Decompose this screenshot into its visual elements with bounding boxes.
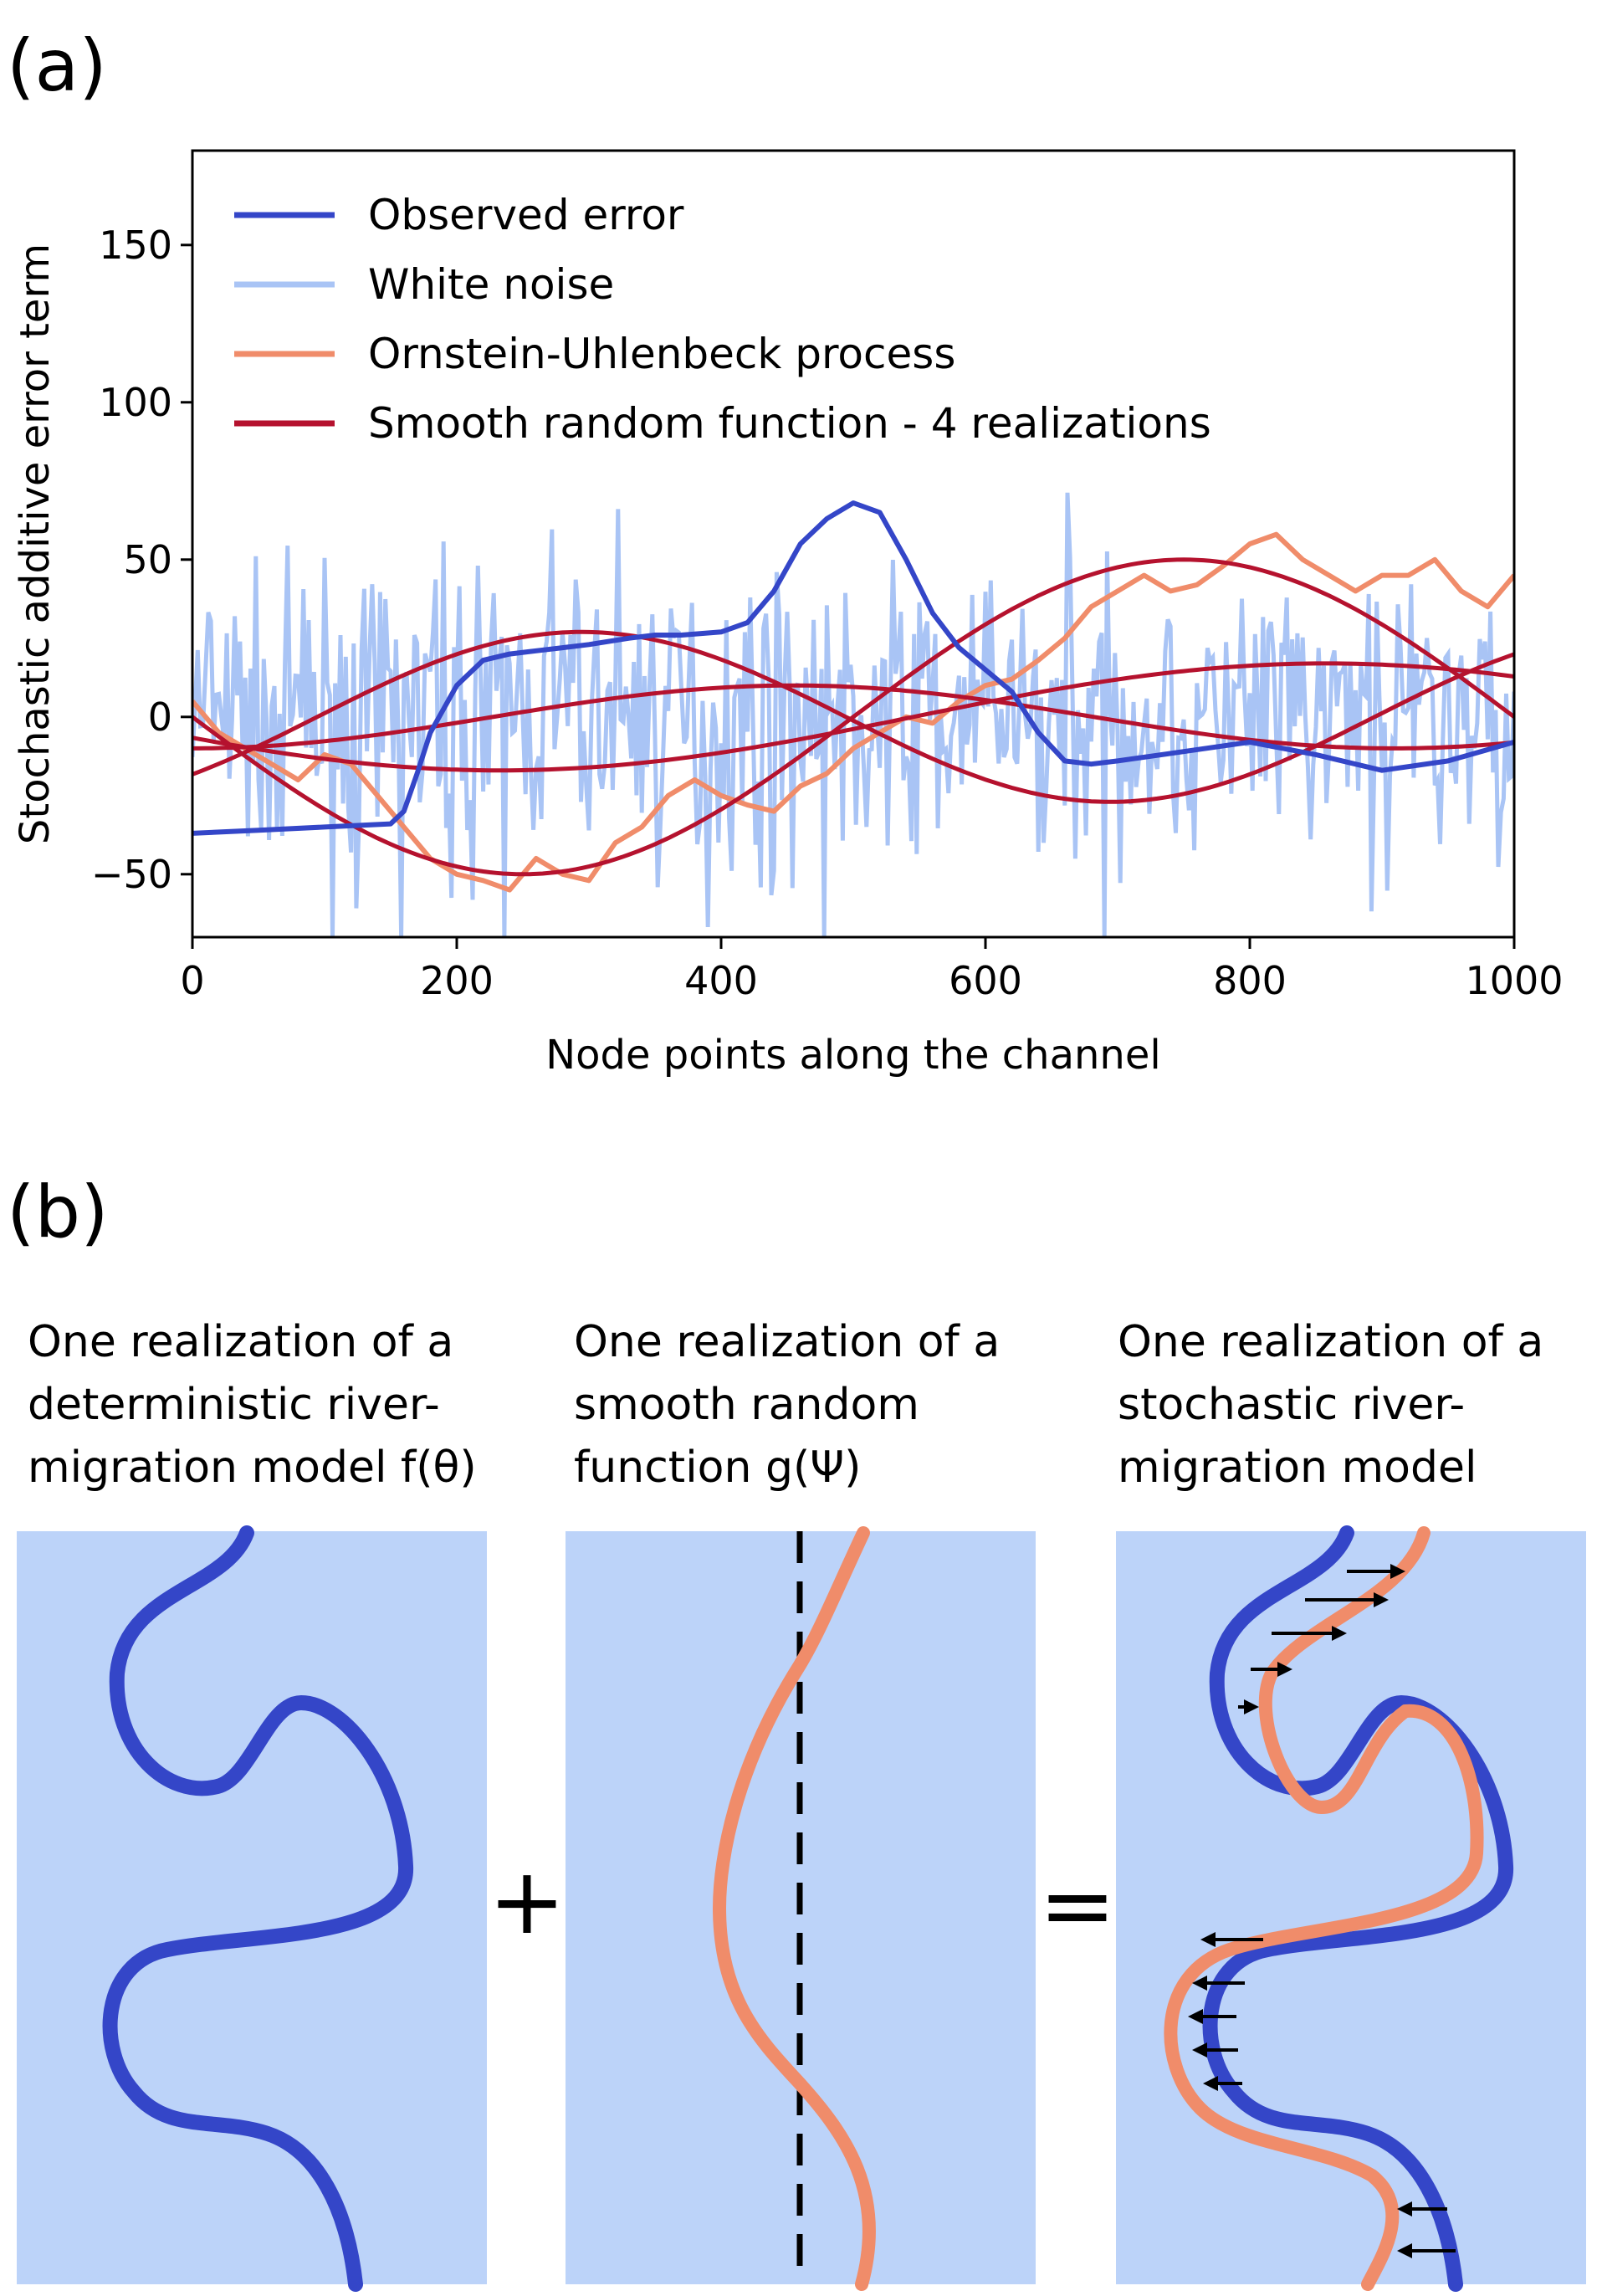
caption-1-line-3: migration model f(θ) xyxy=(28,1443,477,1493)
plot-frame xyxy=(191,149,1516,939)
caption-3-line-2: stochastic river- xyxy=(1118,1380,1465,1430)
legend-label-2: White noise xyxy=(368,260,614,309)
x-tick-label-600: 600 xyxy=(949,958,1022,1003)
y-tick-label-100: 100 xyxy=(99,380,172,425)
x-tick-label-1000: 1000 xyxy=(1465,958,1563,1003)
series-observed-error xyxy=(192,500,1514,836)
arrow-head-3 xyxy=(1332,1626,1347,1641)
x-tick-label-200: 200 xyxy=(420,958,494,1003)
arrow-head-12 xyxy=(1397,2243,1412,2258)
x-axis-label: Node points along the channel xyxy=(545,1032,1160,1079)
y-axis-label: Stochastic additive error term xyxy=(12,243,59,844)
caption-1: One realization of a deterministic river… xyxy=(28,1317,477,1493)
series-layer xyxy=(192,492,1514,937)
caption-3-line-1: One realization of a xyxy=(1118,1317,1543,1367)
displacement-arrows xyxy=(1188,1564,1456,2258)
arrow-head-5 xyxy=(1244,1699,1259,1714)
series-smooth-random-4 xyxy=(192,683,1514,751)
chart: 0 200 400 600 800 1000 −50 0 50 100 150 Observed e… xyxy=(12,149,1564,1079)
caption-3-line-3: migration model xyxy=(1118,1443,1477,1493)
arrow-head-6 xyxy=(1200,1932,1216,1947)
x-tick-label-0: 0 xyxy=(180,958,204,1003)
arrow-head-2 xyxy=(1374,1592,1389,1607)
plus-operator: + xyxy=(489,1848,566,1955)
y-tick-label--50: −50 xyxy=(91,852,172,897)
series-smooth-random-2 xyxy=(192,629,1514,804)
series-ornstein-uhlenbeck xyxy=(192,531,1514,893)
panel-label-a: (a) xyxy=(7,24,107,108)
caption-2-line-1: One realization of a xyxy=(574,1317,1000,1367)
stochastic-deterministic-path xyxy=(1202,1525,1514,2292)
caption-3: One realization of a stochastic river- m… xyxy=(1118,1317,1543,1493)
x-tick-label-400: 400 xyxy=(684,958,758,1003)
arrow-head-9 xyxy=(1192,2042,1207,2058)
arrow-head-10 xyxy=(1203,2076,1218,2091)
y-tick-label-50: 50 xyxy=(123,537,172,582)
axes: 0 200 400 600 800 1000 −50 0 50 100 150 xyxy=(91,223,1564,1003)
caption-2: One realization of a smooth random funct… xyxy=(574,1317,1000,1493)
arrow-head-11 xyxy=(1397,2201,1412,2217)
caption-1-line-1: One realization of a xyxy=(28,1317,453,1367)
equals-operator: = xyxy=(1039,1852,1116,1959)
series-smooth-random-3 xyxy=(192,661,1514,773)
panel-label-b: (b) xyxy=(7,1171,109,1254)
caption-1-line-2: deterministic river- xyxy=(28,1380,440,1430)
y-tick-label-0: 0 xyxy=(148,694,172,740)
caption-2-line-2: smooth random xyxy=(574,1380,919,1430)
legend: Observed error White noise Ornstein-Uhlenb… xyxy=(234,191,1211,448)
deterministic-river-path xyxy=(102,1525,414,2292)
random-function-path xyxy=(712,1526,876,2291)
panel-deterministic xyxy=(17,1531,487,2284)
arrow-head-1 xyxy=(1390,1564,1405,1579)
series-smooth-random-1 xyxy=(192,557,1514,877)
caption-2-line-3: function g(Ψ) xyxy=(574,1443,861,1493)
diagram: One realization of a deterministic river… xyxy=(17,1317,1586,2292)
legend-label-3: Ornstein-Uhlenbeck process xyxy=(368,330,955,378)
arrow-head-8 xyxy=(1188,2009,1203,2024)
legend-label-4: Smooth random function - 4 realizations xyxy=(368,399,1211,448)
legend-label-1: Observed error xyxy=(368,191,684,239)
stochastic-river-path xyxy=(1164,1526,1484,2291)
series-white-noise xyxy=(192,492,1514,937)
arrow-head-4 xyxy=(1277,1662,1292,1677)
x-tick-label-800: 800 xyxy=(1213,958,1287,1003)
arrow-head-7 xyxy=(1192,1976,1207,1991)
y-tick-label-150: 150 xyxy=(99,223,172,268)
